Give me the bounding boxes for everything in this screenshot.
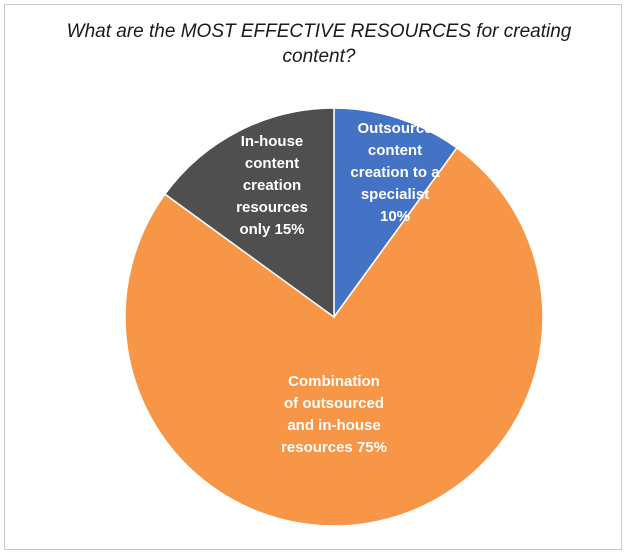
slice-label-line: creation to a	[350, 164, 440, 181]
pie-slice-in-house	[163, 107, 335, 319]
slice-label-line: creation	[243, 177, 301, 194]
slice-label-line: Combination	[288, 373, 380, 390]
slice-label-line: content	[245, 155, 299, 172]
slice-label-line: resources	[236, 199, 308, 216]
chart-title: What are the MOST EFFECTIVE RESOURCES fo…	[66, 21, 572, 67]
slice-label-line: specialist	[361, 186, 429, 203]
slice-label-outsource: Outsource content creation to a specialist 1…	[350, 120, 440, 225]
slice-label-in-house: In-house content creation resources only 15%	[236, 133, 308, 238]
slice-label-line: In-house	[241, 133, 304, 150]
slice-label-combination: Combination of outsourced and in-house reso…	[281, 373, 387, 456]
pie-slice-combination	[124, 146, 544, 527]
slice-label-line: resources 75%	[281, 439, 387, 456]
slice-label-line: Outsource	[357, 120, 432, 137]
pie-slice-outsource	[333, 107, 458, 320]
slice-label-line: only 15%	[239, 221, 304, 238]
slice-label-line: 10%	[380, 208, 410, 225]
slice-label-line: content	[368, 142, 422, 159]
slice-label-line: and in-house	[287, 417, 380, 434]
slice-label-line: of outsourced	[284, 395, 384, 412]
